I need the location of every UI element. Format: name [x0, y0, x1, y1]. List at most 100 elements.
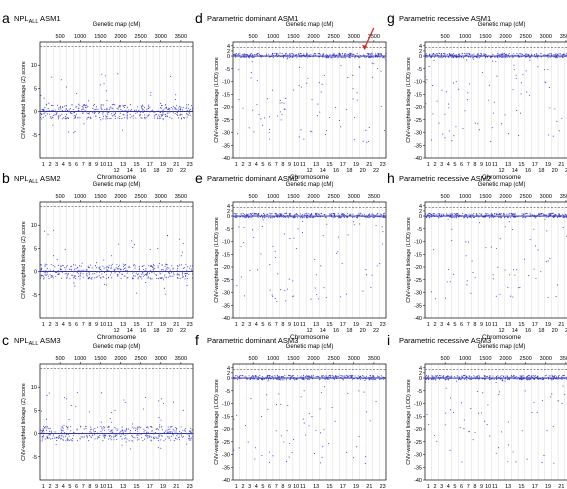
- data-point: [329, 377, 331, 379]
- data-point: [331, 407, 333, 409]
- data-point: [158, 262, 160, 265]
- data-point: [276, 216, 278, 218]
- chromosome-tick-label: 8: [473, 322, 476, 328]
- data-point: [298, 66, 301, 68]
- data-point: [497, 375, 499, 377]
- data-point: [523, 213, 525, 215]
- data-point: [319, 379, 321, 381]
- data-point: [433, 59, 435, 61]
- data-point: [51, 110, 53, 112]
- genetic-map-tick-label: 3000: [540, 194, 552, 200]
- data-point: [171, 431, 173, 433]
- data-point: [85, 104, 87, 106]
- data-point: [447, 377, 449, 380]
- data-point: [372, 56, 374, 58]
- chromosome-tick-label: 4: [255, 322, 258, 328]
- data-point: [275, 377, 277, 380]
- data-point: [304, 376, 306, 378]
- data-point: [561, 55, 563, 57]
- data-point: [128, 440, 130, 442]
- data-point: [351, 53, 353, 55]
- data-point: [339, 374, 341, 376]
- data-point: [504, 378, 507, 380]
- data-point: [501, 379, 503, 381]
- data-point: [292, 378, 295, 380]
- data-point: [555, 53, 557, 55]
- data-point: [251, 378, 253, 380]
- data-point: [179, 277, 181, 280]
- data-point: [175, 94, 177, 96]
- y-axis-label: CNV-weighted linkage (LOD) score: [214, 217, 220, 303]
- data-point: [499, 213, 501, 216]
- data-point: [301, 376, 303, 378]
- data-point: [277, 214, 279, 216]
- data-point: [253, 376, 255, 378]
- data-point: [278, 393, 280, 395]
- chromosome-tick-label: 21: [173, 484, 179, 489]
- data-point: [288, 456, 290, 458]
- data-point: [111, 277, 113, 279]
- data-point: [488, 217, 490, 219]
- data-point: [525, 213, 527, 215]
- data-point: [43, 436, 45, 438]
- data-point: [511, 213, 513, 215]
- data-point: [509, 274, 511, 276]
- data-point: [529, 56, 531, 58]
- data-point: [85, 106, 87, 109]
- data-point: [65, 433, 68, 436]
- data-point: [472, 214, 474, 216]
- data-point: [440, 377, 442, 379]
- data-point: [61, 434, 63, 436]
- data-point: [440, 53, 442, 55]
- data-point: [356, 53, 358, 55]
- data-point: [46, 273, 48, 275]
- data-point: [334, 56, 336, 58]
- data-point: [64, 117, 66, 120]
- data-point: [315, 429, 317, 431]
- data-point: [269, 215, 271, 217]
- data-point: [233, 53, 235, 55]
- data-point: [485, 212, 487, 214]
- data-point: [74, 117, 77, 119]
- data-point: [341, 213, 343, 215]
- data-point: [61, 110, 63, 112]
- data-point: [287, 57, 289, 59]
- data-point: [238, 69, 240, 71]
- data-point: [346, 451, 348, 454]
- data-point: [126, 433, 128, 435]
- data-point: [438, 374, 441, 377]
- chromosome-tick-label: 23: [380, 484, 386, 489]
- data-point: [478, 376, 481, 378]
- genetic-map-label: Genetic map (cM): [286, 22, 334, 28]
- data-point: [57, 437, 59, 439]
- data-point: [288, 377, 290, 379]
- chromosome-tick-label: 19: [353, 484, 359, 489]
- data-point: [449, 397, 452, 399]
- data-point: [153, 438, 156, 440]
- data-point: [498, 376, 500, 379]
- data-point: [347, 215, 349, 217]
- data-point: [552, 215, 555, 217]
- data-point: [249, 378, 251, 381]
- data-point: [151, 109, 154, 111]
- data-point: [339, 376, 341, 379]
- data-point: [356, 446, 358, 448]
- data-point: [191, 429, 193, 431]
- data-point: [480, 52, 482, 55]
- data-point: [134, 437, 136, 439]
- data-point: [70, 112, 72, 115]
- data-point: [269, 377, 272, 380]
- data-point: [473, 58, 475, 60]
- data-point: [168, 108, 170, 111]
- data-point: [125, 430, 127, 432]
- chromosome-tick-label: 12: [113, 328, 119, 334]
- data-point: [516, 109, 518, 111]
- data-point: [47, 234, 49, 236]
- data-point: [55, 443, 57, 445]
- data-point: [271, 294, 273, 296]
- data-point: [472, 271, 474, 274]
- data-point: [64, 273, 66, 275]
- data-point: [357, 375, 359, 377]
- data-point: [450, 376, 452, 378]
